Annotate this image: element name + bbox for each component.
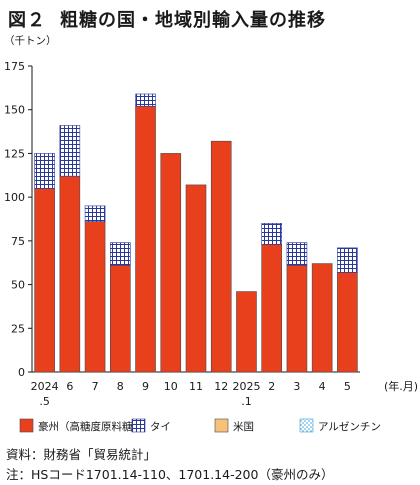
y-tick-label: 125: [4, 147, 25, 160]
y-tick-label: 25: [11, 322, 25, 335]
figure-label: 図２: [8, 10, 46, 31]
x-tick-sublabel: .5: [39, 395, 50, 408]
x-tick-label: 9: [142, 380, 149, 393]
y-tick-label: 50: [11, 279, 25, 292]
x-tick-label: 2025: [232, 380, 260, 393]
x-tick-label: 5: [344, 380, 351, 393]
bar-segment: [236, 291, 257, 373]
legend-swatch: [19, 418, 34, 433]
bar-segment: [286, 242, 308, 266]
y-tick-label: 175: [4, 60, 25, 73]
source-note: 資料：財務省「貿易統計」: [6, 447, 157, 462]
legend-label: 米国: [233, 420, 254, 433]
bar-segment: [110, 242, 131, 266]
legend-label: タイ: [150, 421, 171, 433]
bar-segment: [261, 223, 282, 245]
chart-title: 図２ 粗糖の国・地域別輸入量の推移: [8, 6, 326, 32]
bar-segment: [337, 247, 358, 273]
y-tick-label: 150: [4, 104, 25, 117]
x-tick-label: 12: [214, 380, 228, 393]
x-tick-label: 10: [164, 380, 178, 393]
bar-segment: [59, 175, 81, 373]
legend-label: アルゼンチン: [318, 421, 381, 433]
x-tick-label: 11: [189, 380, 203, 393]
bar-segment: [311, 263, 333, 373]
x-tick-sublabel: .1: [241, 395, 252, 408]
legend: 豪州（高糖度原料糖） タイ 米国 アルゼンチン: [19, 418, 381, 433]
bar-segment: [185, 184, 207, 373]
x-tick-label: 6: [66, 380, 73, 393]
x-tick-label: 2: [268, 380, 275, 393]
x-tick-label: 7: [92, 380, 99, 393]
bar-segment: [286, 265, 308, 373]
bar-segment: [84, 205, 106, 222]
bar-segment: [59, 125, 81, 177]
legend-label: 豪州（高糖度原料糖）: [38, 420, 143, 433]
bar-segment: [135, 93, 156, 107]
footnote: 注：HSコード1701.14-110、1701.14-200（豪州のみ）: [6, 467, 334, 482]
x-tick-label: 4: [319, 380, 326, 393]
x-unit-label: (年.月): [384, 379, 418, 393]
y-tick-label: 100: [4, 191, 25, 204]
x-tick-label: 8: [117, 380, 124, 393]
bar-segment: [337, 272, 358, 373]
bar-segment: [84, 221, 106, 373]
y-tick-label: 0: [18, 366, 25, 379]
x-tick-label: 2024: [31, 380, 59, 393]
legend-swatch: [131, 418, 146, 433]
x-tick-label: 3: [293, 380, 300, 393]
bar-segment: [34, 188, 55, 373]
bar-segment: [210, 140, 232, 373]
title-text: 粗糖の国・地域別輸入量の推移: [60, 10, 326, 31]
y-unit-label: （千トン）: [4, 35, 57, 47]
bar-segment: [261, 244, 282, 373]
legend-swatch: [214, 418, 229, 433]
y-tick-label: 75: [11, 235, 25, 248]
bar-segment: [135, 105, 156, 373]
bar-segment: [160, 153, 182, 373]
legend-swatch: [299, 418, 314, 433]
bar-segment: [34, 153, 55, 189]
bar-segment: [110, 265, 131, 373]
